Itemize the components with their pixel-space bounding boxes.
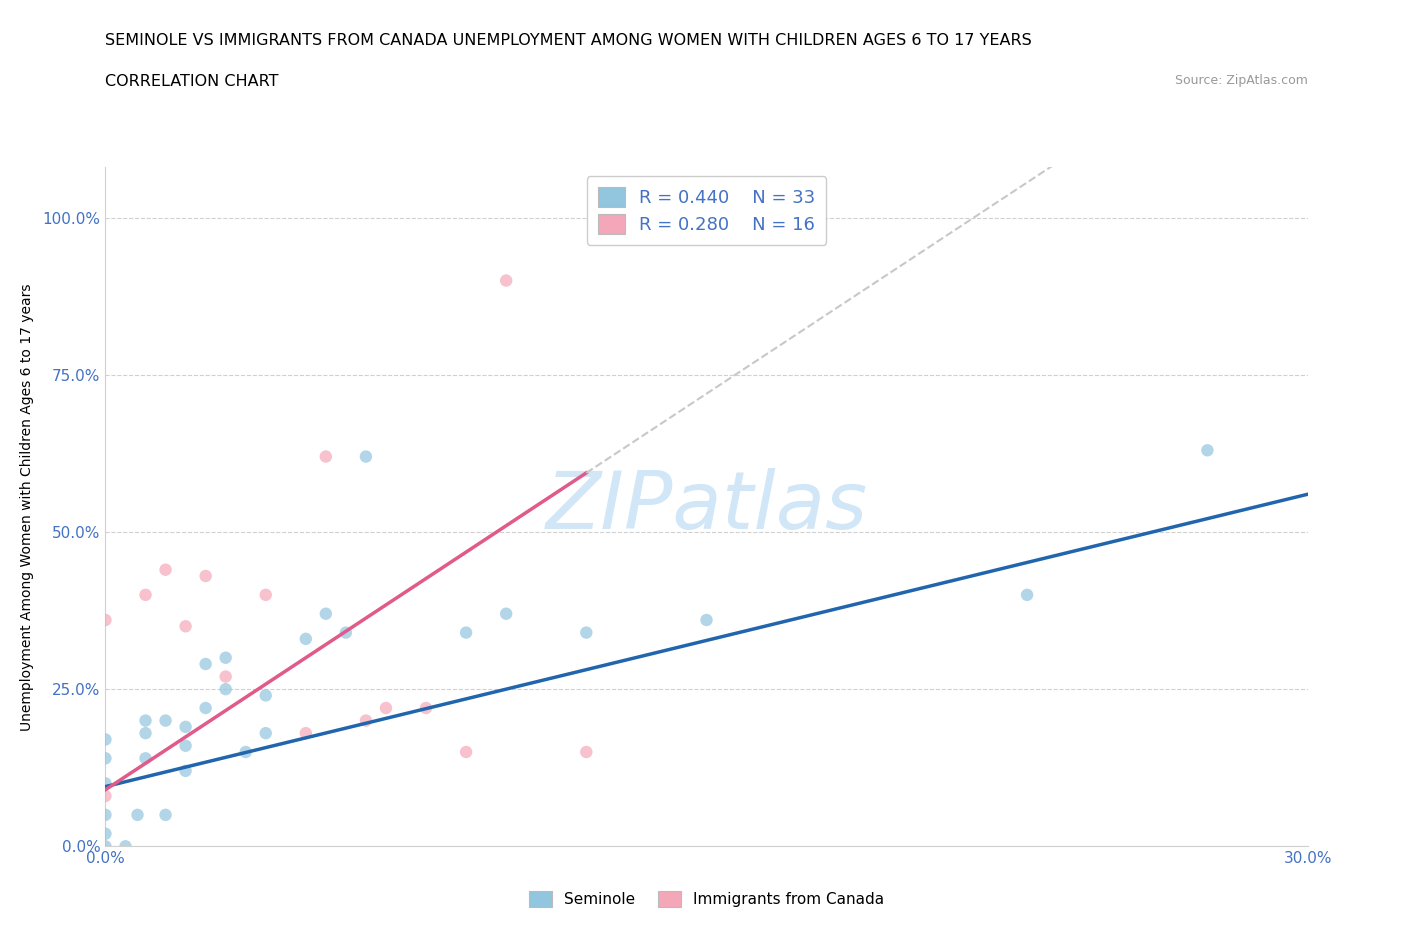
Point [454,625,477,640]
Point [135,725,157,740]
Point [194,700,217,715]
Point [495,606,517,621]
Point [335,625,357,640]
Point [155,807,177,822]
Text: SEMINOLE VS IMMIGRANTS FROM CANADA UNEMPLOYMENT AMONG WOMEN WITH CHILDREN AGES 6: SEMINOLE VS IMMIGRANTS FROM CANADA UNEMP… [105,33,1032,47]
Point [1017,588,1039,603]
Point [235,745,257,760]
Y-axis label: Unemployment Among Women with Children Ages 6 to 17 years: Unemployment Among Women with Children A… [20,283,34,731]
Point [575,625,598,640]
Point [135,588,157,603]
Point [454,745,477,760]
Point [575,745,598,760]
Point [354,449,377,464]
Point [114,839,136,854]
Point [295,725,318,740]
Point [94,839,117,854]
Text: Source: ZipAtlas.com: Source: ZipAtlas.com [1174,74,1308,87]
Point [94,826,117,841]
Point [374,700,398,715]
Point [295,631,318,646]
Point [1197,443,1219,458]
Point [315,606,337,621]
Point [315,449,337,464]
Point [135,713,157,728]
Point [214,670,236,684]
Point [254,588,277,603]
Point [127,807,149,822]
Point [94,613,117,628]
Point [94,789,117,804]
Point [174,618,197,633]
Legend: Seminole, Immigrants from Canada: Seminole, Immigrants from Canada [523,884,890,913]
Point [214,650,236,665]
Text: ZIPatlas: ZIPatlas [546,468,868,546]
Point [194,657,217,671]
Point [354,713,377,728]
Point [495,273,517,288]
Point [415,700,437,715]
Point [94,751,117,765]
Text: CORRELATION CHART: CORRELATION CHART [105,74,278,89]
Point [254,688,277,703]
Point [94,732,117,747]
Point [135,751,157,765]
Point [174,720,197,735]
Point [214,682,236,697]
Point [155,713,177,728]
Point [174,738,197,753]
Point [94,776,117,790]
Point [155,563,177,578]
Point [194,568,217,583]
Point [174,764,197,778]
Point [696,613,718,628]
Point [94,807,117,822]
Point [254,725,277,740]
